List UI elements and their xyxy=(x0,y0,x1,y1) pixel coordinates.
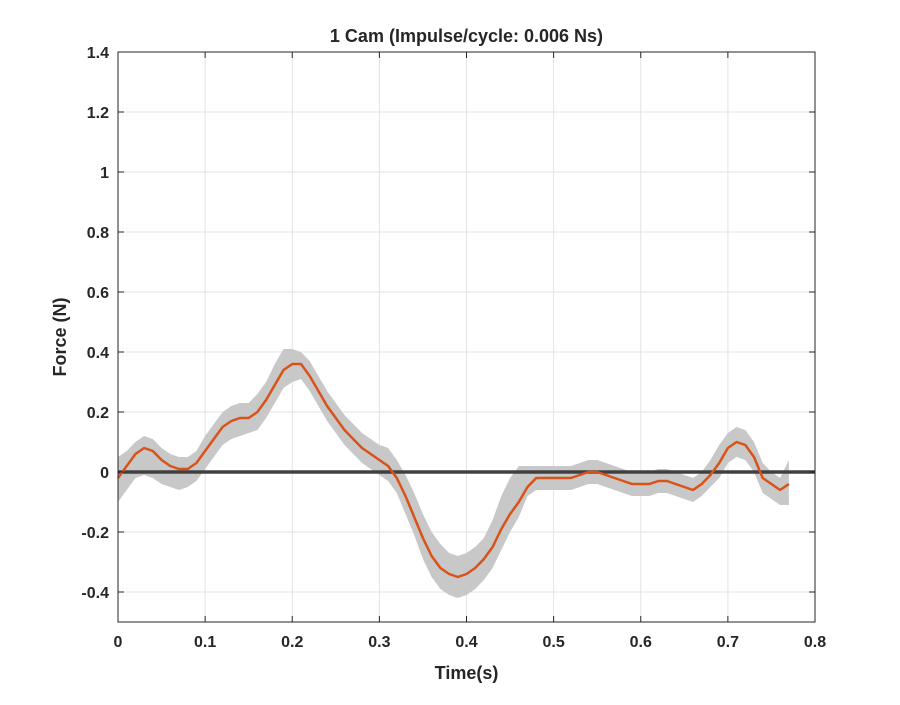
chart-title: 1 Cam (Impulse/cycle: 0.006 Ns) xyxy=(330,26,603,46)
x-axis-ticks: 0 0.1 0.2 0.3 0.4 0.5 0.6 0.7 0.8 xyxy=(114,52,826,651)
x-tick-label: 0.5 xyxy=(543,634,565,651)
y-tick-label: 0.8 xyxy=(87,225,109,242)
x-tick-label: 0.1 xyxy=(194,634,216,651)
y-tick-label: 1 xyxy=(100,165,109,182)
y-tick-label: 1.2 xyxy=(87,105,109,122)
y-tick-label: 0.4 xyxy=(87,345,109,362)
mean-force-line xyxy=(116,362,790,579)
x-tick-label: 0.7 xyxy=(717,634,739,651)
x-axis-label: Time(s) xyxy=(435,663,499,683)
y-axis-ticks: -0.4 -0.2 0 0.2 0.4 0.6 0.8 1 1.2 1.4 xyxy=(81,45,815,602)
mean-line-layer xyxy=(116,362,790,579)
x-tick-label: 0.6 xyxy=(630,634,652,651)
x-tick-label: 0.3 xyxy=(368,634,390,651)
y-tick-label: -0.4 xyxy=(81,585,109,602)
y-tick-label: 0.2 xyxy=(87,405,109,422)
y-tick-label: 0.6 xyxy=(87,285,109,302)
y-tick-label: 0 xyxy=(100,465,109,482)
x-tick-label: 0.8 xyxy=(804,634,826,651)
y-tick-label: 1.4 xyxy=(87,45,109,62)
y-tick-label: -0.2 xyxy=(81,525,109,542)
x-tick-label: 0.4 xyxy=(455,634,477,651)
y-axis-label: Force (N) xyxy=(50,297,70,376)
x-tick-label: 0 xyxy=(114,634,123,651)
x-tick-label: 0.2 xyxy=(281,634,303,651)
